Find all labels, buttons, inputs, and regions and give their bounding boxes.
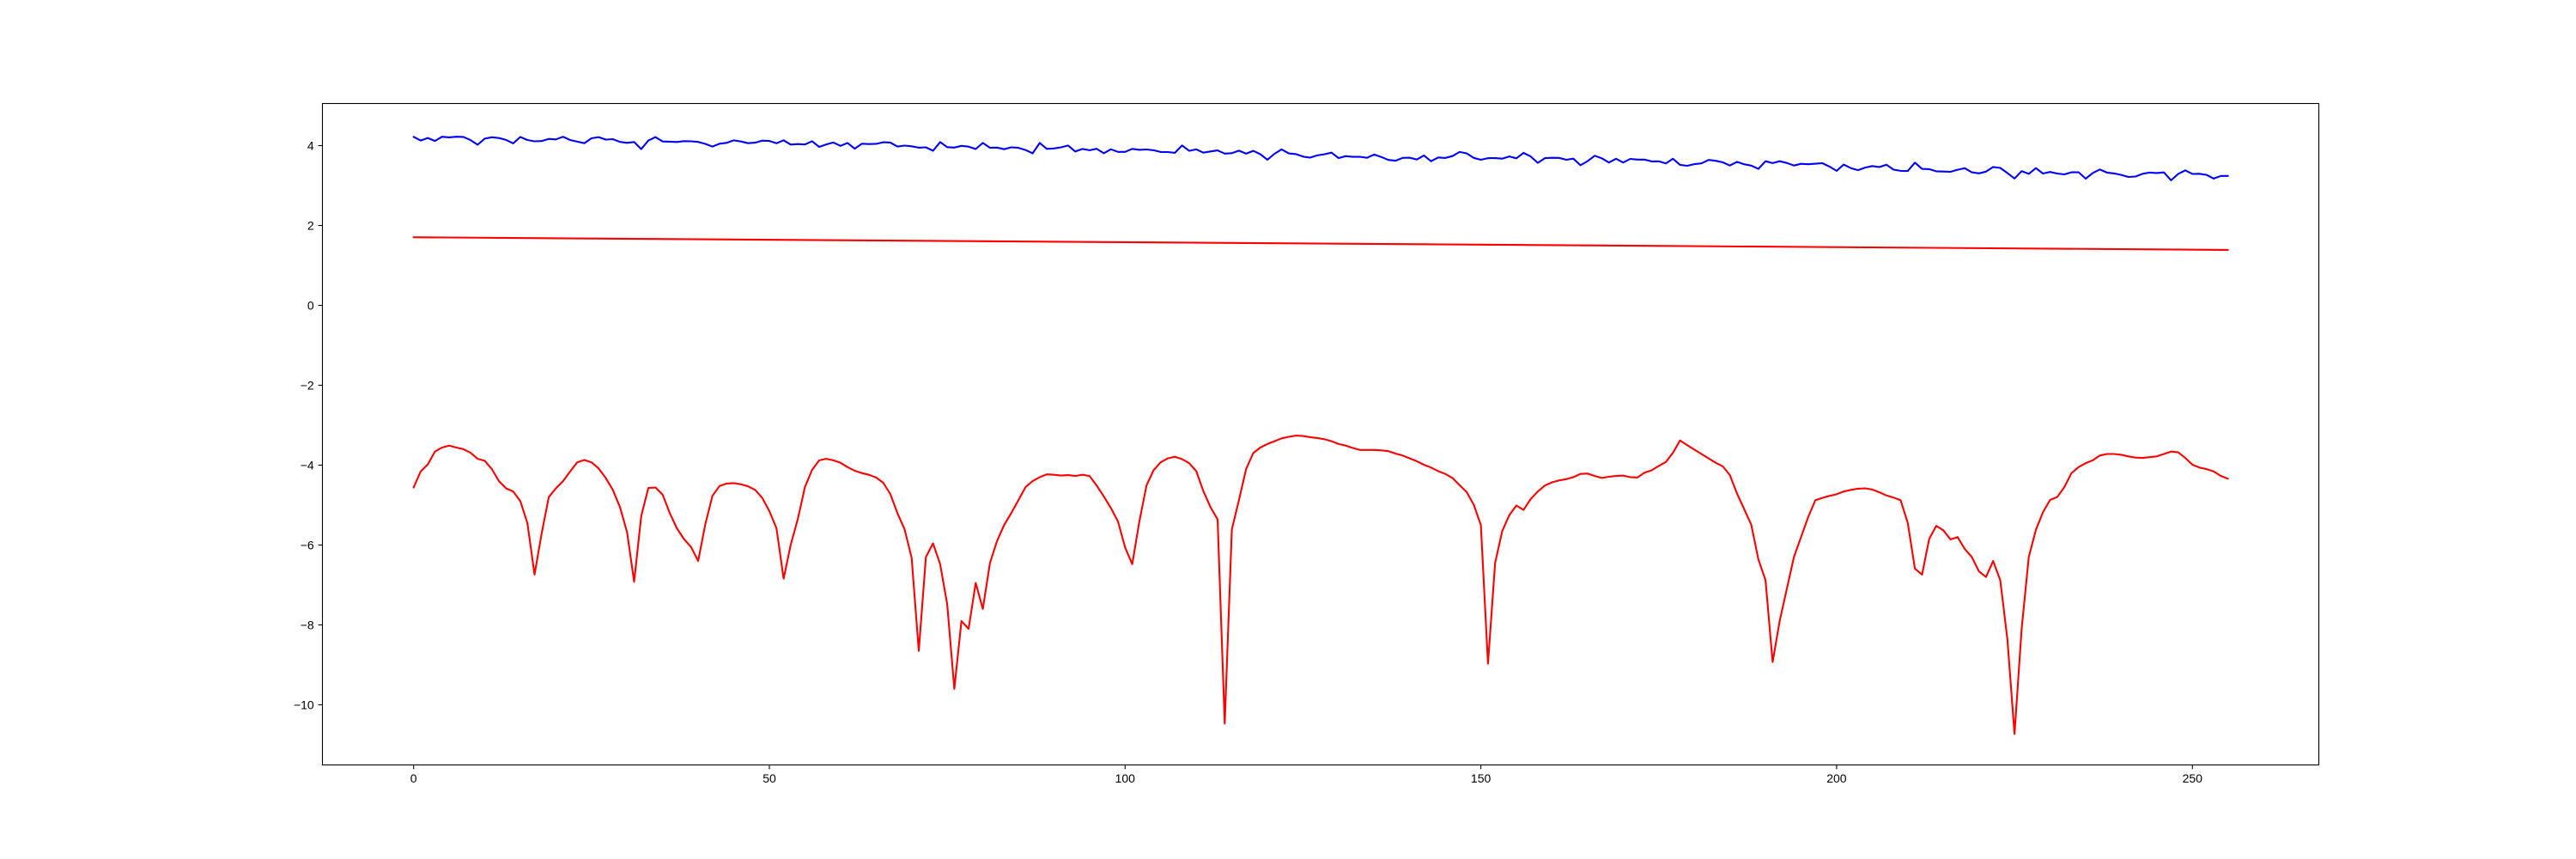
svg-text:0: 0 bbox=[410, 771, 417, 785]
svg-text:250: 250 bbox=[2183, 771, 2203, 785]
svg-text:−2: −2 bbox=[301, 379, 314, 393]
svg-text:0: 0 bbox=[307, 299, 314, 313]
svg-text:−4: −4 bbox=[301, 459, 314, 472]
svg-text:−10: −10 bbox=[294, 698, 314, 712]
svg-text:200: 200 bbox=[1826, 771, 1847, 785]
svg-text:2: 2 bbox=[307, 219, 314, 233]
svg-text:4: 4 bbox=[307, 139, 314, 153]
svg-text:−6: −6 bbox=[301, 539, 314, 552]
svg-text:150: 150 bbox=[1471, 771, 1492, 785]
svg-text:50: 50 bbox=[762, 771, 776, 785]
svg-text:100: 100 bbox=[1115, 771, 1136, 785]
svg-text:−8: −8 bbox=[301, 618, 314, 632]
